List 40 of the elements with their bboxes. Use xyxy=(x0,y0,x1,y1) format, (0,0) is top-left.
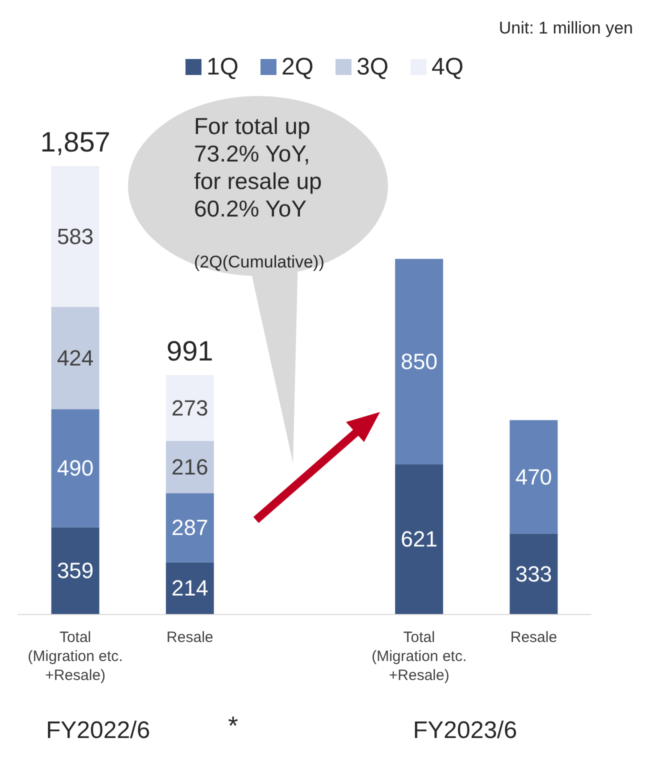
total-label: 991 xyxy=(166,336,214,367)
bar xyxy=(166,562,214,614)
bar xyxy=(51,166,100,307)
data-label: 359 xyxy=(56,558,94,584)
bar xyxy=(166,493,214,562)
bar xyxy=(510,420,558,534)
bar xyxy=(395,258,444,464)
legend-label: 4Q xyxy=(432,54,464,80)
annotation: For total up 73.2% YoY, for resale up 60.2% YoY xyxy=(194,112,322,222)
bar xyxy=(51,409,100,528)
bar xyxy=(166,375,214,441)
x-tick-label: Total (Migration etc. +Resale) xyxy=(372,629,467,684)
data-label: 333 xyxy=(515,561,552,586)
x-tick-label: Resale xyxy=(166,629,214,646)
annotation: (2Q(Cumulative)) xyxy=(194,252,324,272)
text: * xyxy=(228,710,238,741)
text: Unit: 1 million yen xyxy=(498,18,634,38)
data-label: 583 xyxy=(56,224,94,249)
text: FY2023/6 xyxy=(413,716,518,744)
total-label: 1,857 xyxy=(40,126,110,158)
x-tick-label: Resale xyxy=(510,629,558,646)
x-tick-label: Total (Migration etc. +Resale) xyxy=(28,629,123,684)
bar xyxy=(166,440,214,494)
data-label: 214 xyxy=(172,576,208,601)
legend-label: 3Q xyxy=(356,54,389,80)
bar xyxy=(395,464,444,614)
data-label: 850 xyxy=(400,349,438,374)
data-label: 216 xyxy=(172,454,208,480)
data-label: 287 xyxy=(172,515,208,540)
data-label: 470 xyxy=(515,464,552,490)
bar xyxy=(51,306,100,410)
bar xyxy=(51,527,100,614)
data-label: 490 xyxy=(56,456,94,481)
data-label: 621 xyxy=(400,526,438,552)
data-label: 424 xyxy=(56,345,94,370)
legend-label: 1Q xyxy=(206,54,238,80)
data-label: 273 xyxy=(172,395,208,420)
legend-label: 2Q xyxy=(281,54,314,80)
text: FY2022/6 xyxy=(46,716,150,744)
bar xyxy=(510,534,558,614)
